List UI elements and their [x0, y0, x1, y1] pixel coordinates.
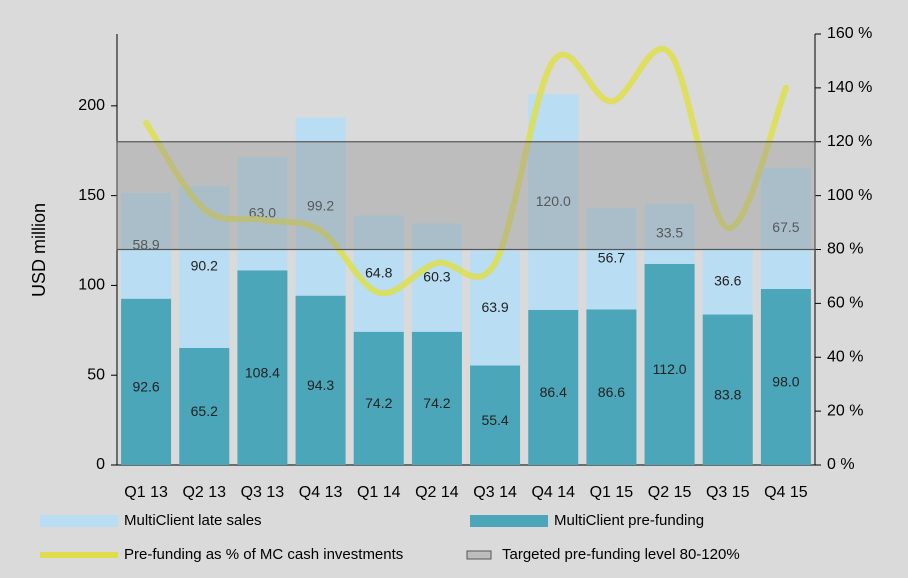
y-tick-label: 200	[78, 97, 105, 114]
bar	[702, 314, 753, 465]
target-band	[116, 141, 816, 251]
data-label: 56.7	[598, 249, 625, 265]
y2-tick-label: 60 %	[827, 295, 863, 312]
bar	[586, 207, 637, 310]
bar	[586, 309, 637, 465]
y-tick-label: 50	[87, 366, 105, 383]
data-label: 74.2	[423, 395, 450, 411]
x-tick-label: Q1 13	[124, 484, 168, 501]
bar	[121, 298, 172, 465]
data-label: 65.2	[191, 403, 218, 419]
x-tick-label: Q2 13	[182, 484, 226, 501]
y2-tick-label: 20 %	[827, 402, 863, 419]
x-tick-label: Q3 13	[241, 484, 285, 501]
data-label: 63.9	[481, 299, 508, 315]
x-tick-label: Q4 15	[764, 484, 808, 501]
bar	[644, 203, 695, 264]
data-label: 98.0	[772, 374, 799, 390]
y2-tick-label: 100 %	[827, 187, 872, 204]
y-axis-label: USD million	[29, 203, 49, 297]
x-tick-label: Q4 14	[531, 484, 575, 501]
data-label: 99.2	[307, 197, 334, 213]
y2-tick-label: 160 %	[827, 25, 872, 42]
bar	[179, 347, 230, 465]
data-label: 86.6	[598, 384, 625, 400]
bar	[237, 270, 288, 465]
x-tick-label: Q1 14	[357, 484, 401, 501]
y2-tick-label: 80 %	[827, 241, 863, 258]
data-label: 60.3	[423, 268, 450, 284]
data-label: 120.0	[536, 193, 571, 209]
bar	[644, 263, 695, 465]
legend-label: Pre-funding as % of MC cash investments	[124, 546, 403, 563]
data-label: 92.6	[132, 379, 159, 395]
bar	[411, 331, 462, 465]
bar	[121, 192, 172, 299]
bar	[528, 309, 579, 465]
data-label: 94.3	[307, 377, 334, 393]
data-label: 64.8	[365, 264, 392, 280]
data-label: 55.4	[481, 412, 508, 428]
data-label: 58.9	[132, 237, 159, 253]
bar	[411, 223, 462, 332]
bar	[702, 248, 753, 315]
data-label: 112.0	[653, 361, 687, 377]
y-tick-label: 0	[96, 456, 105, 473]
legend-label: MultiClient pre-funding	[554, 512, 704, 529]
data-label: 67.5	[772, 219, 799, 235]
line	[143, 46, 789, 297]
legend-label: MultiClient late sales	[124, 512, 262, 529]
x-tick-label: Q4 13	[299, 484, 343, 501]
y2-tick-label: 140 %	[827, 79, 872, 96]
bar	[528, 94, 579, 310]
data-label: 83.8	[714, 386, 741, 402]
y2-tick-label: 0 %	[827, 456, 855, 473]
bar	[295, 117, 346, 296]
x-tick-label: Q3 15	[706, 484, 750, 501]
y2-tick-label: 40 %	[827, 348, 863, 365]
y-tick-label: 150	[78, 187, 105, 204]
bar	[760, 167, 811, 290]
bar	[353, 331, 404, 465]
legend-swatch	[40, 515, 118, 527]
legend-swatch	[470, 515, 548, 527]
bar	[295, 295, 346, 465]
data-label: 90.2	[191, 258, 218, 274]
y2-tick-label: 120 %	[827, 133, 872, 150]
bar	[470, 250, 521, 366]
y-tick-label: 100	[78, 277, 105, 294]
data-label: 33.5	[656, 224, 683, 240]
data-label: 108.4	[245, 364, 280, 380]
data-label: 86.4	[540, 384, 567, 400]
x-tick-label: Q2 15	[648, 484, 692, 501]
bar	[470, 365, 521, 465]
bar	[237, 157, 288, 271]
data-label: 74.2	[365, 395, 392, 411]
x-tick-label: Q2 14	[415, 484, 459, 501]
x-tick-label: Q1 15	[590, 484, 634, 501]
data-label: 36.6	[714, 272, 741, 288]
bar	[353, 215, 404, 332]
legend-swatch	[466, 550, 492, 560]
legend-label: Targeted pre-funding level 80-120%	[502, 546, 740, 563]
bar	[179, 185, 230, 348]
x-tick-label: Q3 14	[473, 484, 517, 501]
bar	[760, 289, 811, 465]
